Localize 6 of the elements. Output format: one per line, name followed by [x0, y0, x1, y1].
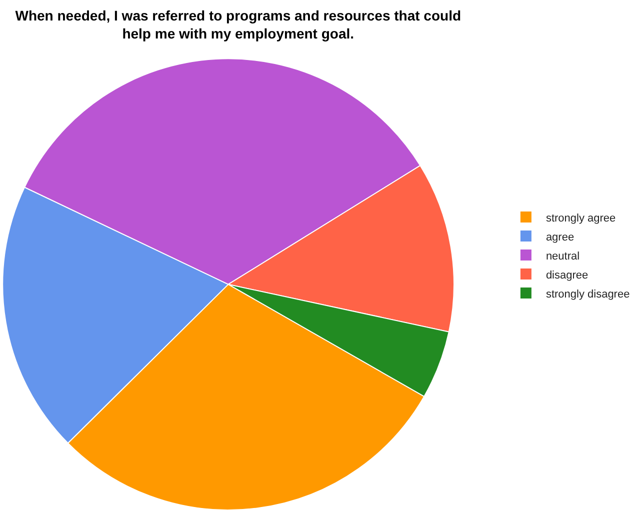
legend-label: disagree [546, 269, 588, 282]
legend-label: strongly disagree [546, 288, 630, 300]
legend-label: neutral [546, 250, 580, 262]
chart-title: When needed, I was referred to programs and resources that could help me with my employment goal. [15, 7, 462, 42]
legend-label: strongly agree [546, 212, 616, 224]
legend-label: agree [546, 231, 574, 244]
